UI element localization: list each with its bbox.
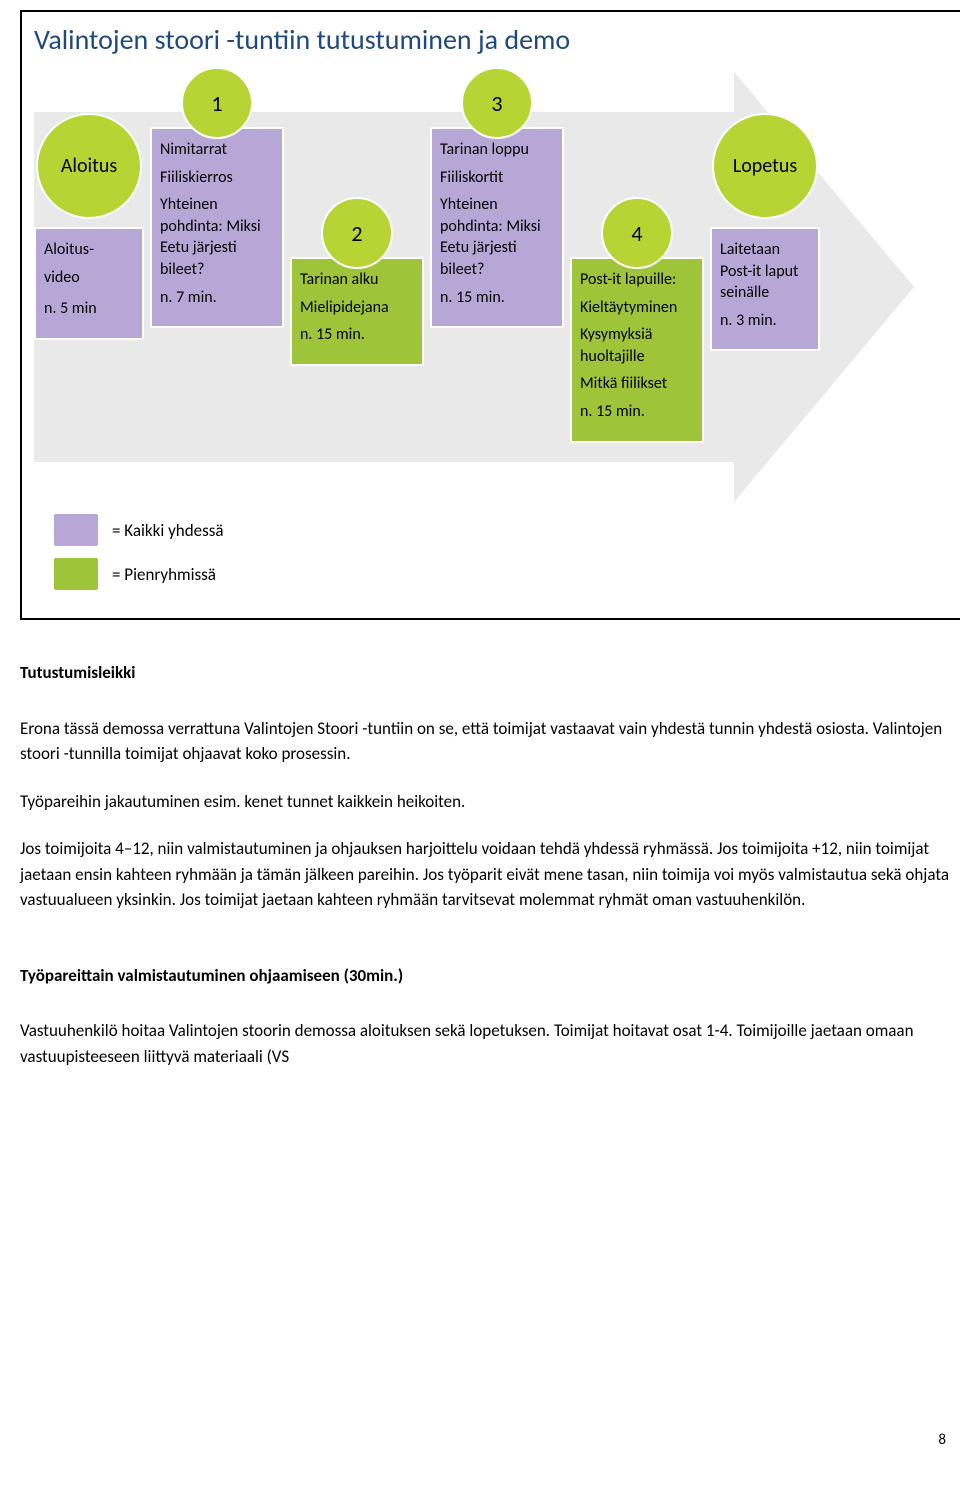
step-box-4: Post-it lapuille: Kieltäytyminen Kysymyk… xyxy=(570,257,704,443)
legend-label-purple: = Kaikki yhdessä xyxy=(112,520,224,541)
page-number: 8 xyxy=(938,1431,946,1449)
box-line: Kysymyksiä huoltajille xyxy=(580,324,694,367)
box-line: n. 15 min. xyxy=(300,324,414,346)
diagram-title: Valintojen stoori -tuntiin tutustuminen … xyxy=(34,22,960,57)
col-step-2: 2 Tarinan alku Mielipidejana n. 15 min. xyxy=(290,197,424,443)
step-circle-2: 2 xyxy=(321,197,393,269)
paragraph: Erona tässä demossa verrattuna Valintoje… xyxy=(20,716,960,767)
box-line: Fiiliskierros xyxy=(160,167,274,189)
box-line: Fiiliskortit xyxy=(440,167,554,189)
step-box-1: Nimitarrat Fiiliskierros Yhteinen pohdin… xyxy=(150,127,284,328)
box-line: Yhteinen pohdinta: Miksi Eetu järjesti b… xyxy=(160,194,274,280)
box-line: n. 7 min. xyxy=(160,287,274,309)
box-line: Post-it lapuille: xyxy=(580,269,694,291)
start-box: Aloitus- video n. 5 min xyxy=(34,227,144,340)
end-box: Laitetaan Post-it laput seinälle n. 3 mi… xyxy=(710,227,820,351)
legend: = Kaikki yhdessä = Pienryhmissä xyxy=(52,512,224,600)
box-line: Aloitus- xyxy=(44,239,134,261)
paragraph: Työpareihin jakautuminen esim. kenet tun… xyxy=(20,789,960,815)
legend-swatch-purple xyxy=(52,512,100,548)
box-line: Mielipidejana xyxy=(300,297,414,319)
box-line: n. 5 min xyxy=(44,298,134,320)
start-circle: Aloitus xyxy=(36,113,142,219)
box-line: n. 15 min. xyxy=(580,401,694,423)
col-start: Aloitus Aloitus- video n. 5 min xyxy=(34,113,144,443)
legend-swatch-green xyxy=(52,556,100,592)
step-box-2: Tarinan alku Mielipidejana n. 15 min. xyxy=(290,257,424,366)
box-line: Mitkä fiilikset xyxy=(580,373,694,395)
box-line: Laitetaan Post-it laput seinälle xyxy=(720,239,810,304)
paragraph: Vastuuhenkilö hoitaa Valintojen stoorin … xyxy=(20,1018,960,1069)
legend-row-green: = Pienryhmissä xyxy=(52,556,224,592)
diagram-columns: Aloitus Aloitus- video n. 5 min 1 Nimita… xyxy=(34,67,960,443)
box-line: Nimitarrat xyxy=(160,139,274,161)
box-line: Yhteinen pohdinta: Miksi Eetu järjesti b… xyxy=(440,194,554,280)
box-line: n. 15 min. xyxy=(440,287,554,309)
box-line: n. 3 min. xyxy=(720,310,810,332)
box-line: video xyxy=(44,267,134,289)
heading-tyopareittain: Työpareittain valmistautuminen ohjaamise… xyxy=(20,963,960,989)
box-line: Tarinan loppu xyxy=(440,139,554,161)
step-circle-3: 3 xyxy=(461,67,533,139)
box-line: Tarinan alku xyxy=(300,269,414,291)
body-text: Tutustumisleikki Erona tässä demossa ver… xyxy=(20,660,960,1069)
legend-label-green: = Pienryhmissä xyxy=(112,564,216,585)
paragraph: Jos toimijoita 4–12, niin valmistautumin… xyxy=(20,836,960,913)
end-circle: Lopetus xyxy=(712,113,818,219)
legend-row-purple: = Kaikki yhdessä xyxy=(52,512,224,548)
col-end: Lopetus Laitetaan Post-it laput seinälle… xyxy=(710,113,820,443)
step-circle-1: 1 xyxy=(181,67,253,139)
col-step-4: 4 Post-it lapuille: Kieltäytyminen Kysym… xyxy=(570,197,704,443)
step-box-3: Tarinan loppu Fiiliskortit Yhteinen pohd… xyxy=(430,127,564,328)
heading-tutustumisleikki: Tutustumisleikki xyxy=(20,660,960,686)
step-circle-4: 4 xyxy=(601,197,673,269)
process-diagram: Valintojen stoori -tuntiin tutustuminen … xyxy=(20,10,960,620)
col-step-1: 1 Nimitarrat Fiiliskierros Yhteinen pohd… xyxy=(150,67,284,443)
col-step-3: 3 Tarinan loppu Fiiliskortit Yhteinen po… xyxy=(430,67,564,443)
box-line: Kieltäytyminen xyxy=(580,297,694,319)
